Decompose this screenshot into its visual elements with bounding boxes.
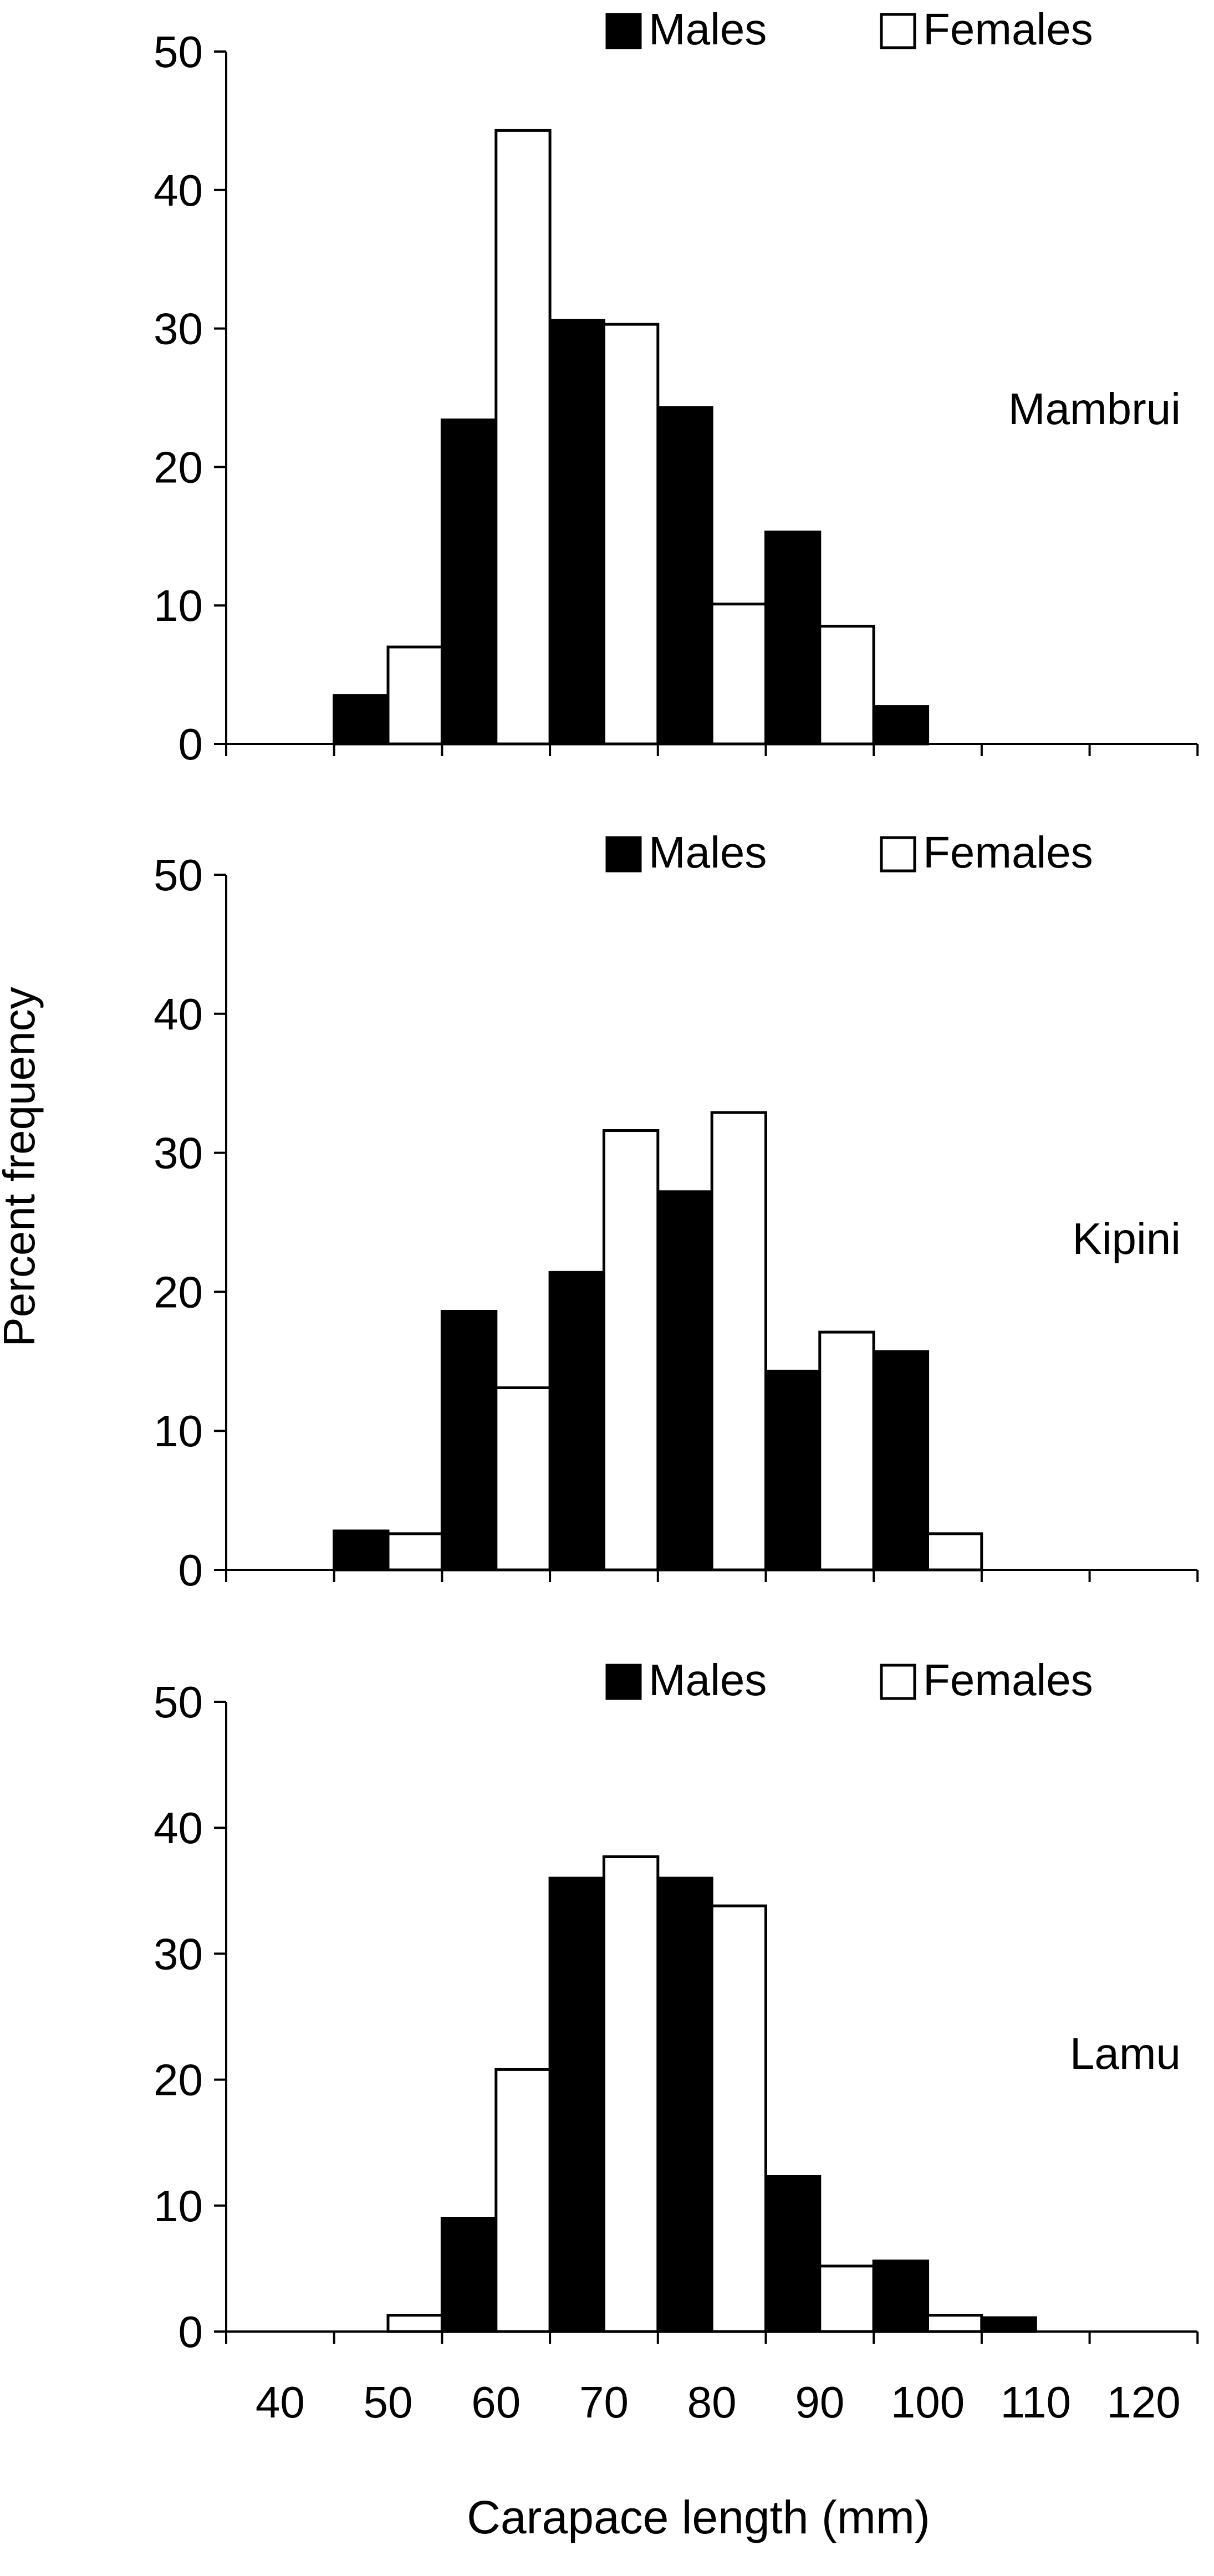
bar-females-90 [818, 625, 875, 746]
bar-females-50 [386, 1532, 443, 1572]
legend-label-females: Females [923, 4, 1093, 54]
y-tick-label: 30 [154, 1129, 203, 1178]
y-tick-label: 50 [154, 850, 203, 900]
bar-males-85 [764, 530, 822, 746]
y-tick-label: 10 [154, 1406, 203, 1456]
panel-mambrui: 0 10 20 30 40 50 Males Females Mambrui [154, 4, 1199, 769]
bar-females-50 [386, 645, 443, 746]
bar-males-65 [548, 1876, 605, 2333]
bar-males-55 [440, 419, 498, 746]
bar-females-80 [710, 1111, 767, 1572]
y-tick-label: 20 [154, 442, 203, 492]
x-tick-label: 70 [579, 2378, 629, 2427]
y-tick-label: 50 [154, 27, 203, 76]
y-tick-label: 20 [154, 2055, 203, 2105]
panel-lamu: 0 10 20 30 40 50 40 50 60 70 80 90 100 110 120 Males Fem… [154, 1655, 1199, 2427]
bar-males-105 [980, 2316, 1037, 2333]
panel-kipini: 0 10 20 30 40 50 Males Females Kipini [154, 828, 1199, 1595]
y-tick-label: 40 [154, 989, 203, 1039]
bar-females-60 [494, 1386, 552, 1572]
bar-females-60 [494, 2068, 552, 2333]
x-tick-label: 60 [471, 2378, 521, 2427]
y-tick-label: 40 [154, 1803, 203, 1853]
y-tick-label: 10 [154, 2181, 203, 2231]
x-tick-label: 40 [256, 2378, 305, 2427]
bar-females-100 [926, 2314, 983, 2333]
x-axis-label: Carapace length (mm) [467, 2491, 930, 2543]
bar-males-95 [872, 2259, 930, 2333]
bar-females-80 [710, 603, 767, 746]
bar-males-55 [440, 2217, 498, 2333]
legend: Males Females [605, 828, 1093, 877]
bar-females-90 [818, 1330, 875, 1572]
panel-title: Kipini [1072, 1214, 1181, 1263]
y-tick-label: 40 [154, 166, 203, 215]
panel-title: Mambrui [1008, 384, 1181, 433]
legend-label-males: Males [649, 828, 767, 877]
y-tick-label: 0 [178, 1545, 203, 1595]
legend-swatch-females [880, 836, 916, 873]
bar-males-75 [656, 406, 713, 746]
bar-males-45 [333, 694, 390, 746]
y-tick-label: 10 [154, 581, 203, 630]
legend-label-males: Males [649, 1655, 767, 1705]
bar-males-95 [872, 705, 930, 746]
bar-males-65 [548, 1271, 605, 1572]
bar-females-70 [602, 1855, 660, 2333]
x-tick-label: 120 [1106, 2378, 1180, 2427]
panel-title: Lamu [1070, 2029, 1181, 2078]
y-axis-label: Percent frequency [0, 987, 44, 1346]
legend: Males Females [605, 1655, 1093, 1705]
y-tick-label: 0 [178, 720, 203, 769]
bar-males-85 [764, 2175, 822, 2333]
y-tick-label: 30 [154, 304, 203, 354]
y-tick-label: 30 [154, 1929, 203, 1978]
bar-females-50 [386, 2314, 443, 2333]
bar-males-45 [333, 1529, 390, 1572]
bar-males-75 [656, 1876, 713, 2333]
panels: 0 10 20 30 40 50 Males Females Mambrui 0 10 20 30 40 5… [154, 4, 1199, 2427]
bar-males-65 [548, 319, 605, 746]
bar-females-100 [926, 1532, 983, 1572]
bar-females-80 [710, 1904, 767, 2333]
bar-males-55 [440, 1310, 498, 1572]
bar-males-75 [656, 1190, 713, 1572]
y-tick-label: 50 [154, 1677, 203, 1727]
y-tick-label: 0 [178, 2307, 203, 2356]
legend-swatch-males [605, 13, 642, 49]
x-tick-label: 50 [364, 2378, 413, 2427]
y-tick-label: 20 [154, 1267, 203, 1317]
bar-males-85 [764, 1369, 822, 1572]
x-tick-label: 110 [1000, 2378, 1071, 2427]
bar-females-90 [818, 2264, 875, 2333]
legend-label-males: Males [649, 4, 767, 54]
bar-females-70 [602, 1129, 660, 1572]
x-tick-label: 90 [795, 2378, 844, 2427]
legend-swatch-females [880, 13, 916, 49]
legend-swatch-males [605, 1664, 642, 1700]
x-tick-label: 100 [891, 2378, 965, 2427]
legend-swatch-females [880, 1664, 916, 1700]
legend: Males Females [605, 4, 1093, 54]
bar-females-60 [494, 129, 552, 746]
x-tick-label: 80 [687, 2378, 737, 2427]
bar-females-70 [602, 323, 660, 746]
bar-males-95 [872, 1350, 930, 1572]
legend-label-females: Females [923, 828, 1093, 877]
legend-swatch-males [605, 836, 642, 873]
legend-label-females: Females [923, 1655, 1093, 1705]
